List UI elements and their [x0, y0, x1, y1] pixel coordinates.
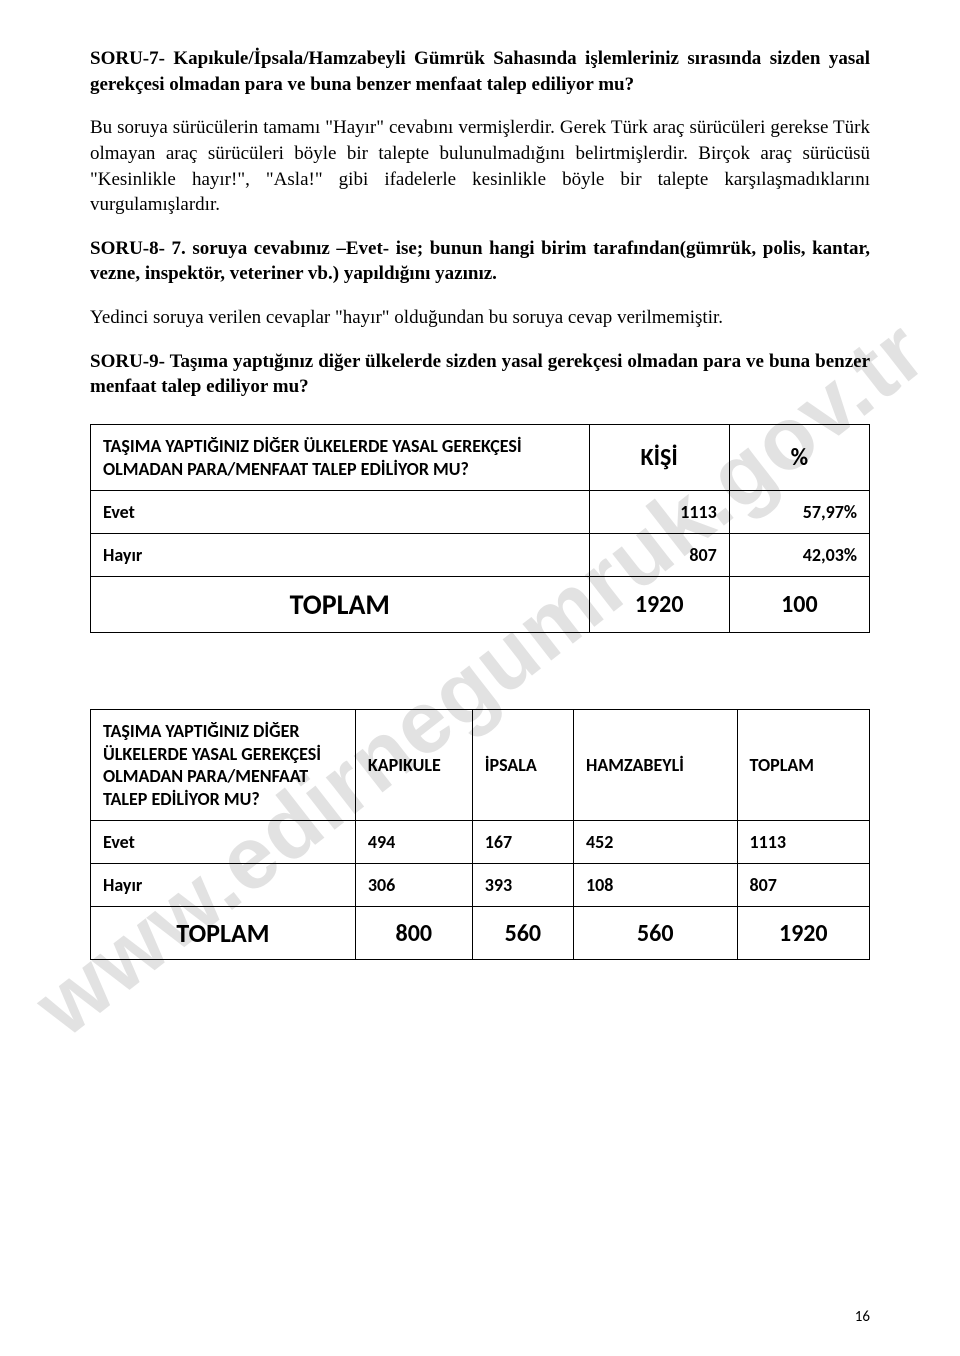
header-percent: % — [729, 425, 869, 491]
question-8-answer: Yedinci soruya verilen cevaplar "hayır" … — [90, 305, 870, 331]
header-label: TAŞIMA YAPTIĞINIZ DİĞER ÜLKELERDE YASAL … — [91, 710, 356, 821]
header-hamzabeyli: HAMZABEYLİ — [573, 710, 737, 821]
table-header-row: TAŞIMA YAPTIĞINIZ DİĞER ÜLKELERDE YASAL … — [91, 710, 870, 821]
header-kapikule: KAPIKULE — [355, 710, 472, 821]
total-hamzabeyli: 560 — [573, 907, 737, 960]
header-ipsala: İPSALA — [472, 710, 573, 821]
total-ipsala: 560 — [472, 907, 573, 960]
table-header-row: TAŞIMA YAPTIĞINIZ DİĞER ÜLKELERDE YASAL … — [91, 425, 870, 491]
cell-toplam: 807 — [737, 864, 869, 907]
header-kisi: KİŞİ — [589, 425, 729, 491]
page-number: 16 — [855, 1308, 870, 1326]
question-7-heading: SORU-7- Kapıkule/İpsala/Hamzabeyli Gümrü… — [90, 46, 870, 97]
cell-hamzabeyli: 108 — [573, 864, 737, 907]
total-pct: 100 — [729, 577, 869, 633]
row-label-evet: Evet — [91, 491, 590, 534]
row-label-hayir: Hayır — [91, 864, 356, 907]
table-row: Hayır 306 393 108 807 — [91, 864, 870, 907]
total-label: TOPLAM — [91, 907, 356, 960]
total-toplam: 1920 — [737, 907, 869, 960]
cell-kapikule: 494 — [355, 821, 472, 864]
question-9-heading: SORU-9- Taşıma yaptığınız diğer ülkelerd… — [90, 349, 870, 400]
page: www.edirnegumruk.gov.tr SORU-7- Kapıkule… — [0, 0, 960, 1356]
row-pct: 57,97% — [729, 491, 869, 534]
content: SORU-7- Kapıkule/İpsala/Hamzabeyli Gümrü… — [90, 46, 870, 960]
row-label-evet: Evet — [91, 821, 356, 864]
summary-table: TAŞIMA YAPTIĞINIZ DİĞER ÜLKELERDE YASAL … — [90, 424, 870, 633]
table-row: Evet 1113 57,97% — [91, 491, 870, 534]
total-label: TOPLAM — [91, 577, 590, 633]
table-total-row: TOPLAM 1920 100 — [91, 577, 870, 633]
table-gap — [90, 657, 870, 685]
row-pct: 42,03% — [729, 534, 869, 577]
header-label: TAŞIMA YAPTIĞINIZ DİĞER ÜLKELERDE YASAL … — [91, 425, 590, 491]
table-row: Evet 494 167 452 1113 — [91, 821, 870, 864]
total-kapikule: 800 — [355, 907, 472, 960]
cell-ipsala: 393 — [472, 864, 573, 907]
table-row: Hayır 807 42,03% — [91, 534, 870, 577]
row-kisi: 807 — [589, 534, 729, 577]
header-toplam: TOPLAM — [737, 710, 869, 821]
cell-kapikule: 306 — [355, 864, 472, 907]
row-kisi: 1113 — [589, 491, 729, 534]
cell-ipsala: 167 — [472, 821, 573, 864]
question-8-heading: SORU-8- 7. soruya cevabınız –Evet- ise; … — [90, 236, 870, 287]
question-7-answer: Bu soruya sürücülerin tamamı "Hayır" cev… — [90, 115, 870, 218]
cell-hamzabeyli: 452 — [573, 821, 737, 864]
table-total-row: TOPLAM 800 560 560 1920 — [91, 907, 870, 960]
total-kisi: 1920 — [589, 577, 729, 633]
cell-toplam: 1113 — [737, 821, 869, 864]
row-label-hayir: Hayır — [91, 534, 590, 577]
breakdown-table: TAŞIMA YAPTIĞINIZ DİĞER ÜLKELERDE YASAL … — [90, 709, 870, 960]
